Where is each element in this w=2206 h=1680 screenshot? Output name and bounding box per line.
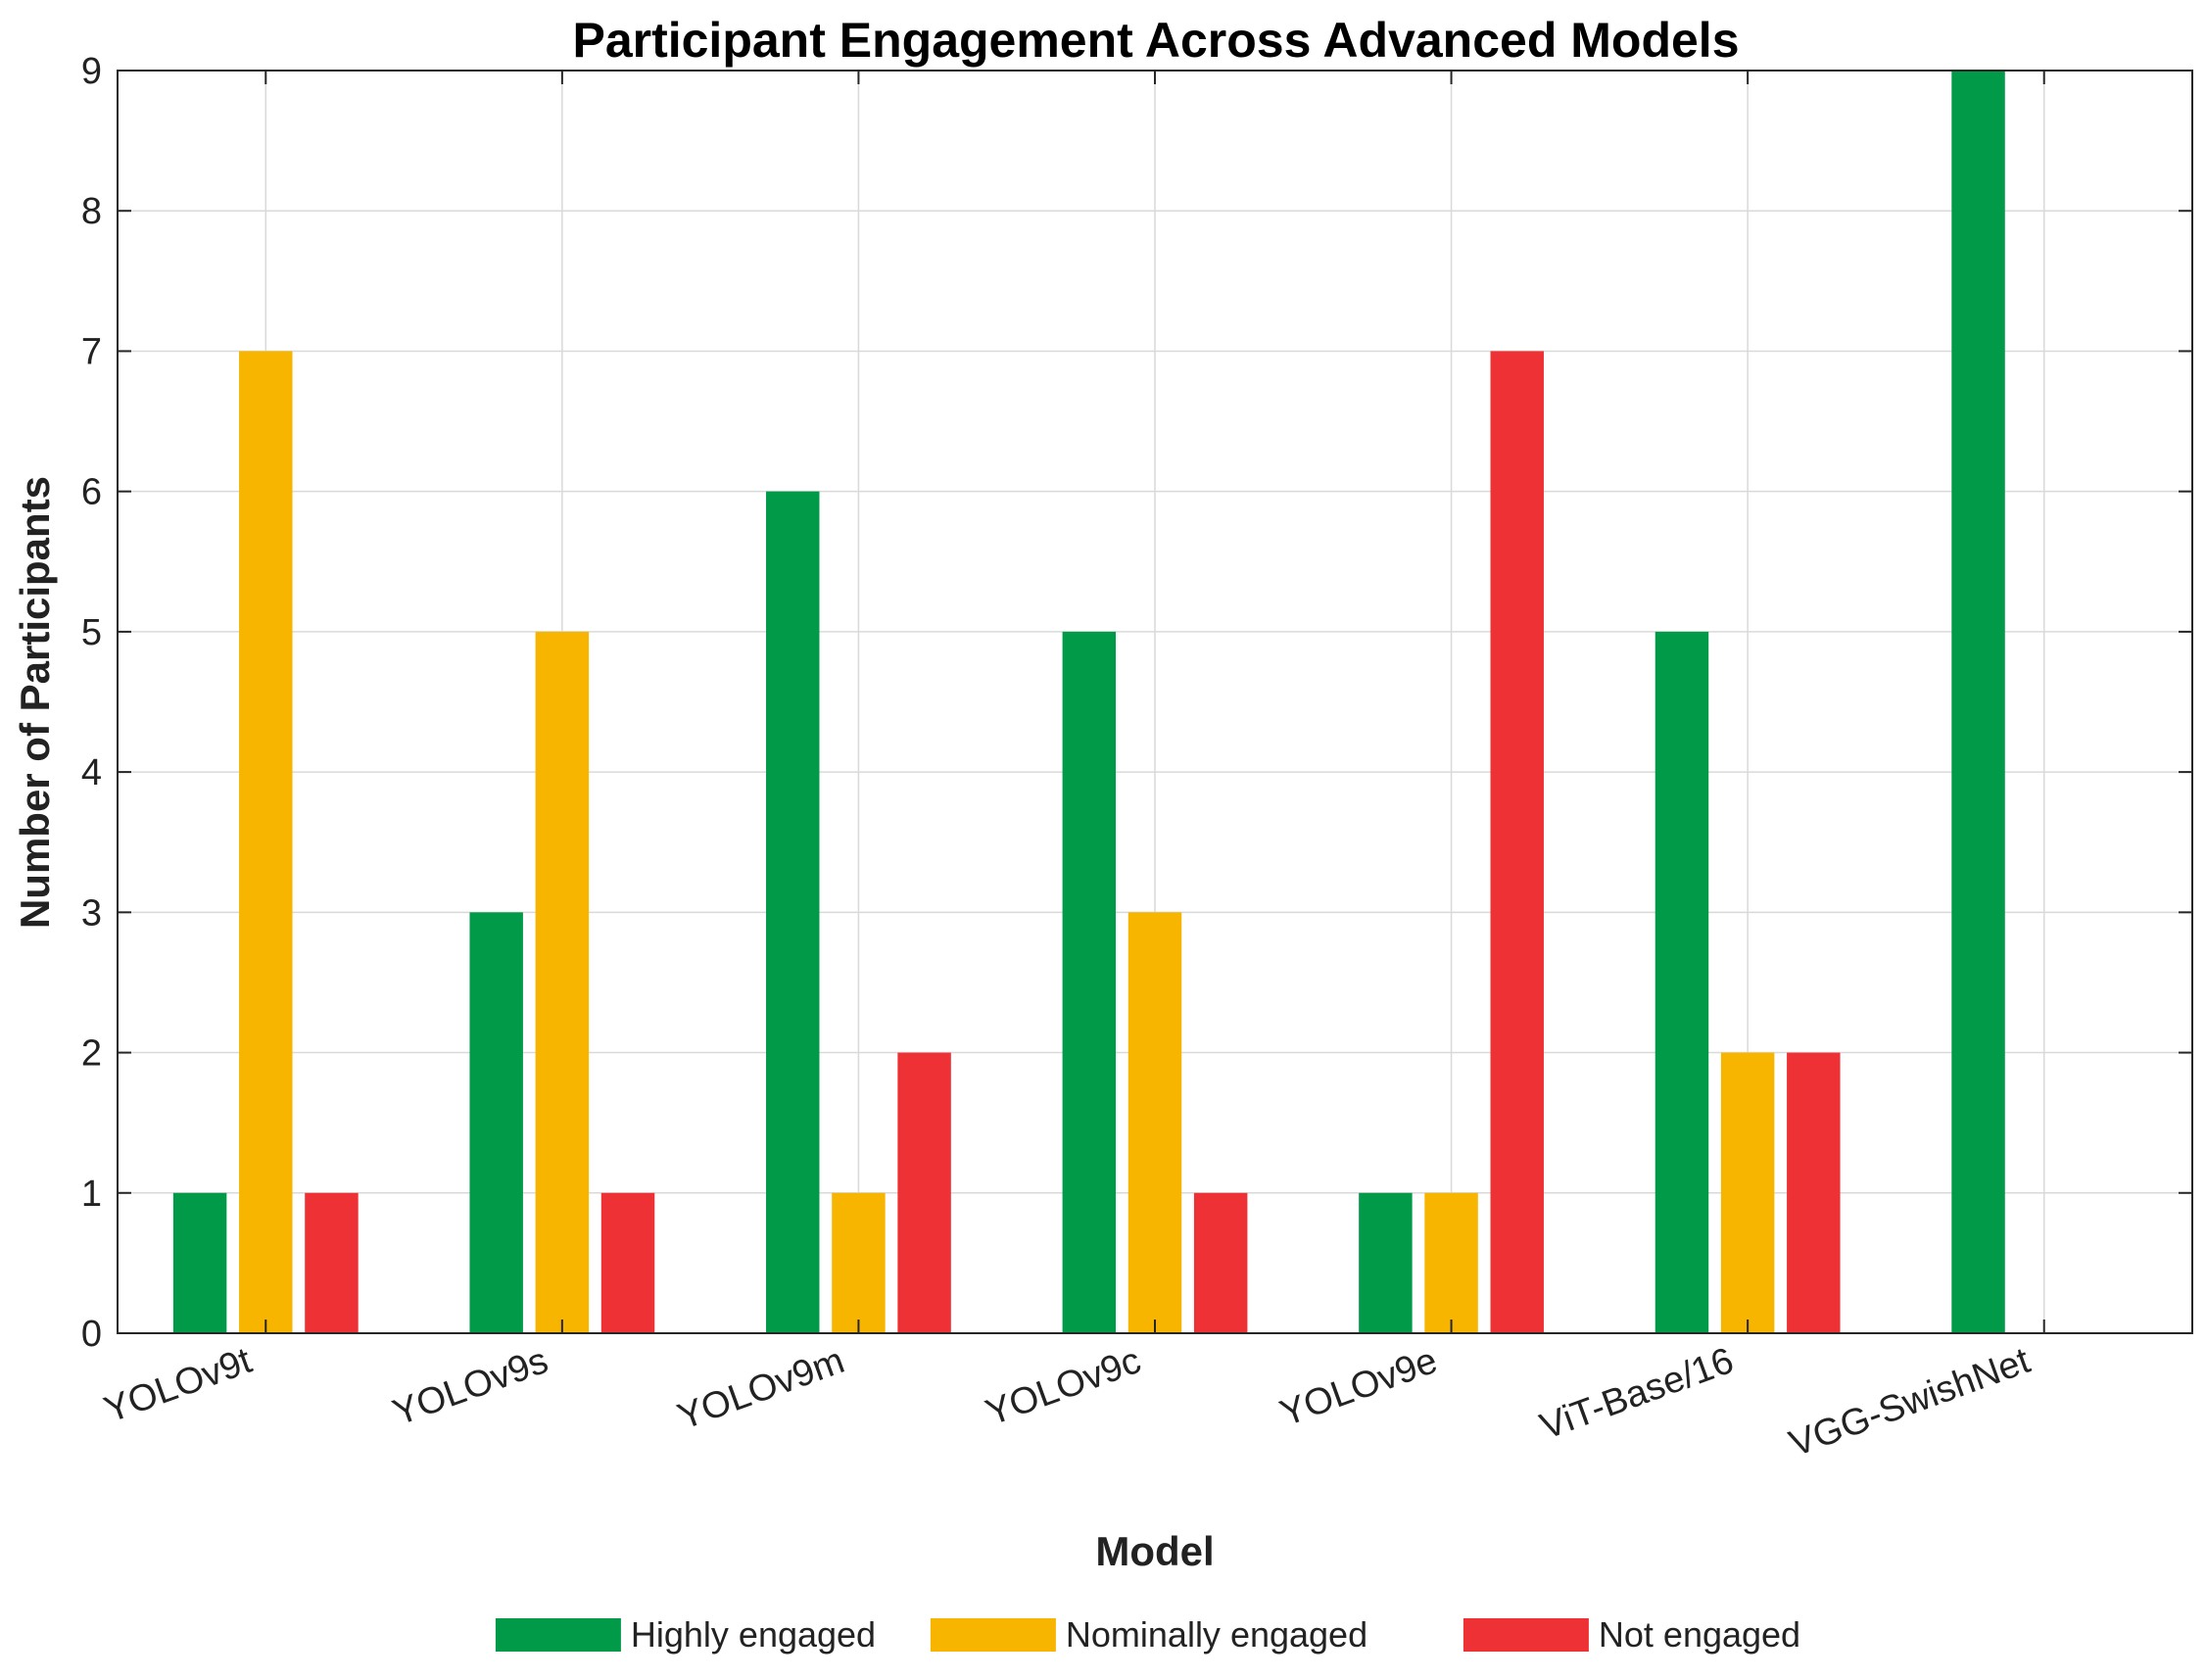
bar-nominally-engaged <box>239 351 293 1333</box>
x-tick-label: ViT-Base/16 <box>1535 1340 1739 1448</box>
x-tick-label: YOLOv9m <box>672 1340 849 1438</box>
legend-label: Not engaged <box>1599 1614 1800 1655</box>
bar-not-engaged <box>1490 351 1544 1333</box>
y-axis-title: Number of Participants <box>12 476 58 929</box>
y-tick-label: 6 <box>81 472 102 513</box>
y-tick-label: 3 <box>81 892 102 934</box>
bars <box>172 71 2005 1334</box>
bar-nominally-engaged <box>535 631 590 1333</box>
bar-highly-engaged <box>172 1192 227 1333</box>
bar-highly-engaged <box>469 912 523 1333</box>
bar-nominally-engaged <box>1127 912 1182 1333</box>
x-axis-title: Model <box>1095 1528 1214 1574</box>
chart-title: Participant Engagement Across Advanced M… <box>572 13 1739 68</box>
y-tick-labels: 0 1 2 3 4 5 6 7 8 9 <box>81 51 102 1355</box>
legend-item-highly-engaged: Highly engaged <box>495 1614 876 1655</box>
y-tick-label: 7 <box>81 331 102 372</box>
legend-label: Highly engaged <box>631 1614 876 1655</box>
legend-swatch-nominally-engaged <box>930 1618 1056 1652</box>
bar-not-engaged <box>1193 1192 1248 1333</box>
legend-label: Nominally engaged <box>1066 1614 1367 1655</box>
bar-highly-engaged <box>766 491 820 1334</box>
grid <box>118 71 2192 1333</box>
bar-nominally-engaged <box>832 1192 886 1333</box>
bar-highly-engaged <box>1951 71 2005 1333</box>
bar-highly-engaged <box>1359 1192 1413 1333</box>
x-tick-labels: YOLOv9t YOLOv9s YOLOv9m YOLOv9c YOLOv9e ViT-B… <box>99 1340 2036 1465</box>
legend: Highly engaged Nominally engaged Not engag… <box>495 1614 1800 1655</box>
bar-not-engaged <box>1787 1052 1841 1333</box>
legend-swatch-highly-engaged <box>495 1618 621 1652</box>
x-tick-label: YOLOv9e <box>1274 1340 1442 1435</box>
bar-highly-engaged <box>1062 631 1117 1333</box>
y-tick-label: 1 <box>81 1174 102 1215</box>
x-tick-label: YOLOv9s <box>388 1340 553 1434</box>
bar-highly-engaged <box>1654 631 1709 1333</box>
bar-not-engaged <box>305 1192 359 1333</box>
bar-not-engaged <box>600 1192 655 1333</box>
y-tick-label: 2 <box>81 1033 102 1075</box>
bar-nominally-engaged <box>1720 1052 1775 1333</box>
legend-item-nominally-engaged: Nominally engaged <box>930 1614 1367 1655</box>
legend-item-not-engaged: Not engaged <box>1463 1614 1800 1655</box>
y-tick-label: 8 <box>81 191 102 232</box>
y-tick-label: 5 <box>81 612 102 653</box>
y-tick-label: 0 <box>81 1314 102 1355</box>
legend-swatch-not-engaged <box>1463 1618 1589 1652</box>
x-tick-label: YOLOv9c <box>981 1340 1146 1434</box>
y-tick-label: 4 <box>81 752 102 793</box>
ticks <box>118 70 2192 1334</box>
bar-not-engaged <box>897 1052 951 1333</box>
x-tick-label: VGG-SwishNet <box>1784 1340 2036 1465</box>
x-tick-label: YOLOv9t <box>99 1340 258 1431</box>
y-tick-label: 9 <box>81 51 102 92</box>
bar-nominally-engaged <box>1424 1192 1478 1333</box>
